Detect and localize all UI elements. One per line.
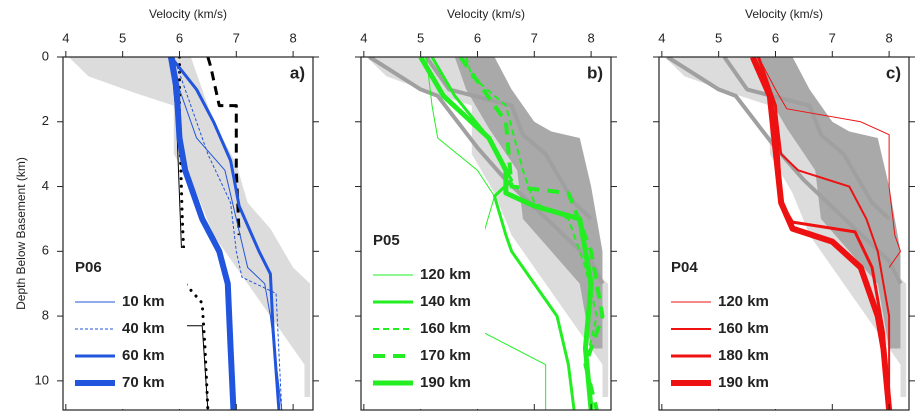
legend-box	[367, 221, 485, 409]
panel-label: b)	[587, 63, 603, 82]
x-tick-label: 8	[885, 30, 892, 45]
legend-label: 40 km	[122, 320, 165, 337]
y-tick-label: 10	[35, 372, 49, 387]
legend-label: 140 km	[420, 293, 471, 310]
y-tick-label: 6	[42, 243, 49, 258]
legend-label: 120 km	[420, 266, 471, 283]
axes-frame	[360, 56, 612, 411]
reference-line	[424, 57, 593, 221]
velocity-profile	[173, 57, 283, 410]
x-tick-label: 6	[176, 30, 183, 45]
velocity-profile	[750, 57, 893, 410]
panel: 4 5 6 7 8 0 2 4 6 8 10 Velocity (km/s) Depth Below B…	[14, 7, 319, 411]
x-tick-label: 8	[587, 30, 594, 45]
reference-line	[722, 57, 891, 221]
y-tick-label: 0	[42, 48, 49, 63]
legend-label: 10 km	[122, 293, 165, 310]
velocity-profile	[168, 57, 237, 410]
y-tick-label: 2	[42, 113, 49, 128]
x-tick-label: 8	[289, 30, 296, 45]
legend-title: P05	[373, 232, 400, 249]
panel-label: a)	[290, 63, 305, 82]
plot-area	[664, 57, 907, 410]
reference-line	[666, 57, 903, 285]
legend-label: 190 km	[718, 374, 769, 391]
legend-label: 190 km	[420, 374, 471, 391]
x-tick-label: 4	[658, 30, 665, 45]
y-tick-label: 8	[42, 308, 49, 323]
panel: 4 5 6 7 8 Velocity (km/s) b) P05 120 km 140 km 160…	[355, 7, 617, 411]
panel: 4 5 6 7 8 Velocity (km/s) c) P04 120 km 160 km 180…	[653, 7, 915, 411]
x-tick-label: 7	[233, 30, 240, 45]
legend-label: 60 km	[122, 347, 165, 364]
x-tick-label: 4	[62, 30, 69, 45]
legend-label: 180 km	[718, 347, 769, 364]
x-tick-label: 5	[417, 30, 424, 45]
legend-title: P04	[671, 259, 698, 276]
x-axis-label: Velocity (km/s)	[745, 7, 823, 21]
x-tick-label: 5	[715, 30, 722, 45]
legend-title: P06	[75, 259, 102, 276]
velocity-profile	[425, 57, 547, 410]
legend-label: 160 km	[718, 320, 769, 337]
legend-label: 120 km	[718, 293, 769, 310]
velocity-profile	[418, 57, 594, 410]
x-axis-label: Velocity (km/s)	[149, 7, 227, 21]
velocity-profile	[430, 57, 576, 410]
legend-label: 170 km	[420, 347, 471, 364]
legend-label: 160 km	[420, 320, 471, 337]
velocity-profile	[757, 57, 901, 268]
axes-frame	[658, 56, 910, 411]
x-tick-label: 4	[360, 30, 367, 45]
plot-area	[366, 57, 609, 410]
range-region	[68, 57, 311, 398]
y-axis-label: Depth Below Basement (km)	[14, 157, 28, 310]
velocity-profile	[169, 57, 281, 410]
x-tick-label: 5	[119, 30, 126, 45]
reference-line	[206, 57, 241, 236]
x-tick-label: 7	[829, 30, 836, 45]
x-tick-label: 7	[531, 30, 538, 45]
x-tick-label: 6	[474, 30, 481, 45]
velocity-profile	[173, 57, 283, 410]
x-axis-label: Velocity (km/s)	[447, 7, 525, 21]
velocity-profile	[458, 57, 605, 410]
panel-label: c)	[886, 63, 901, 82]
axes-frame	[62, 56, 314, 411]
legend-label: 70 km	[122, 374, 165, 391]
x-tick-label: 6	[772, 30, 779, 45]
y-tick-label: 4	[42, 178, 49, 193]
